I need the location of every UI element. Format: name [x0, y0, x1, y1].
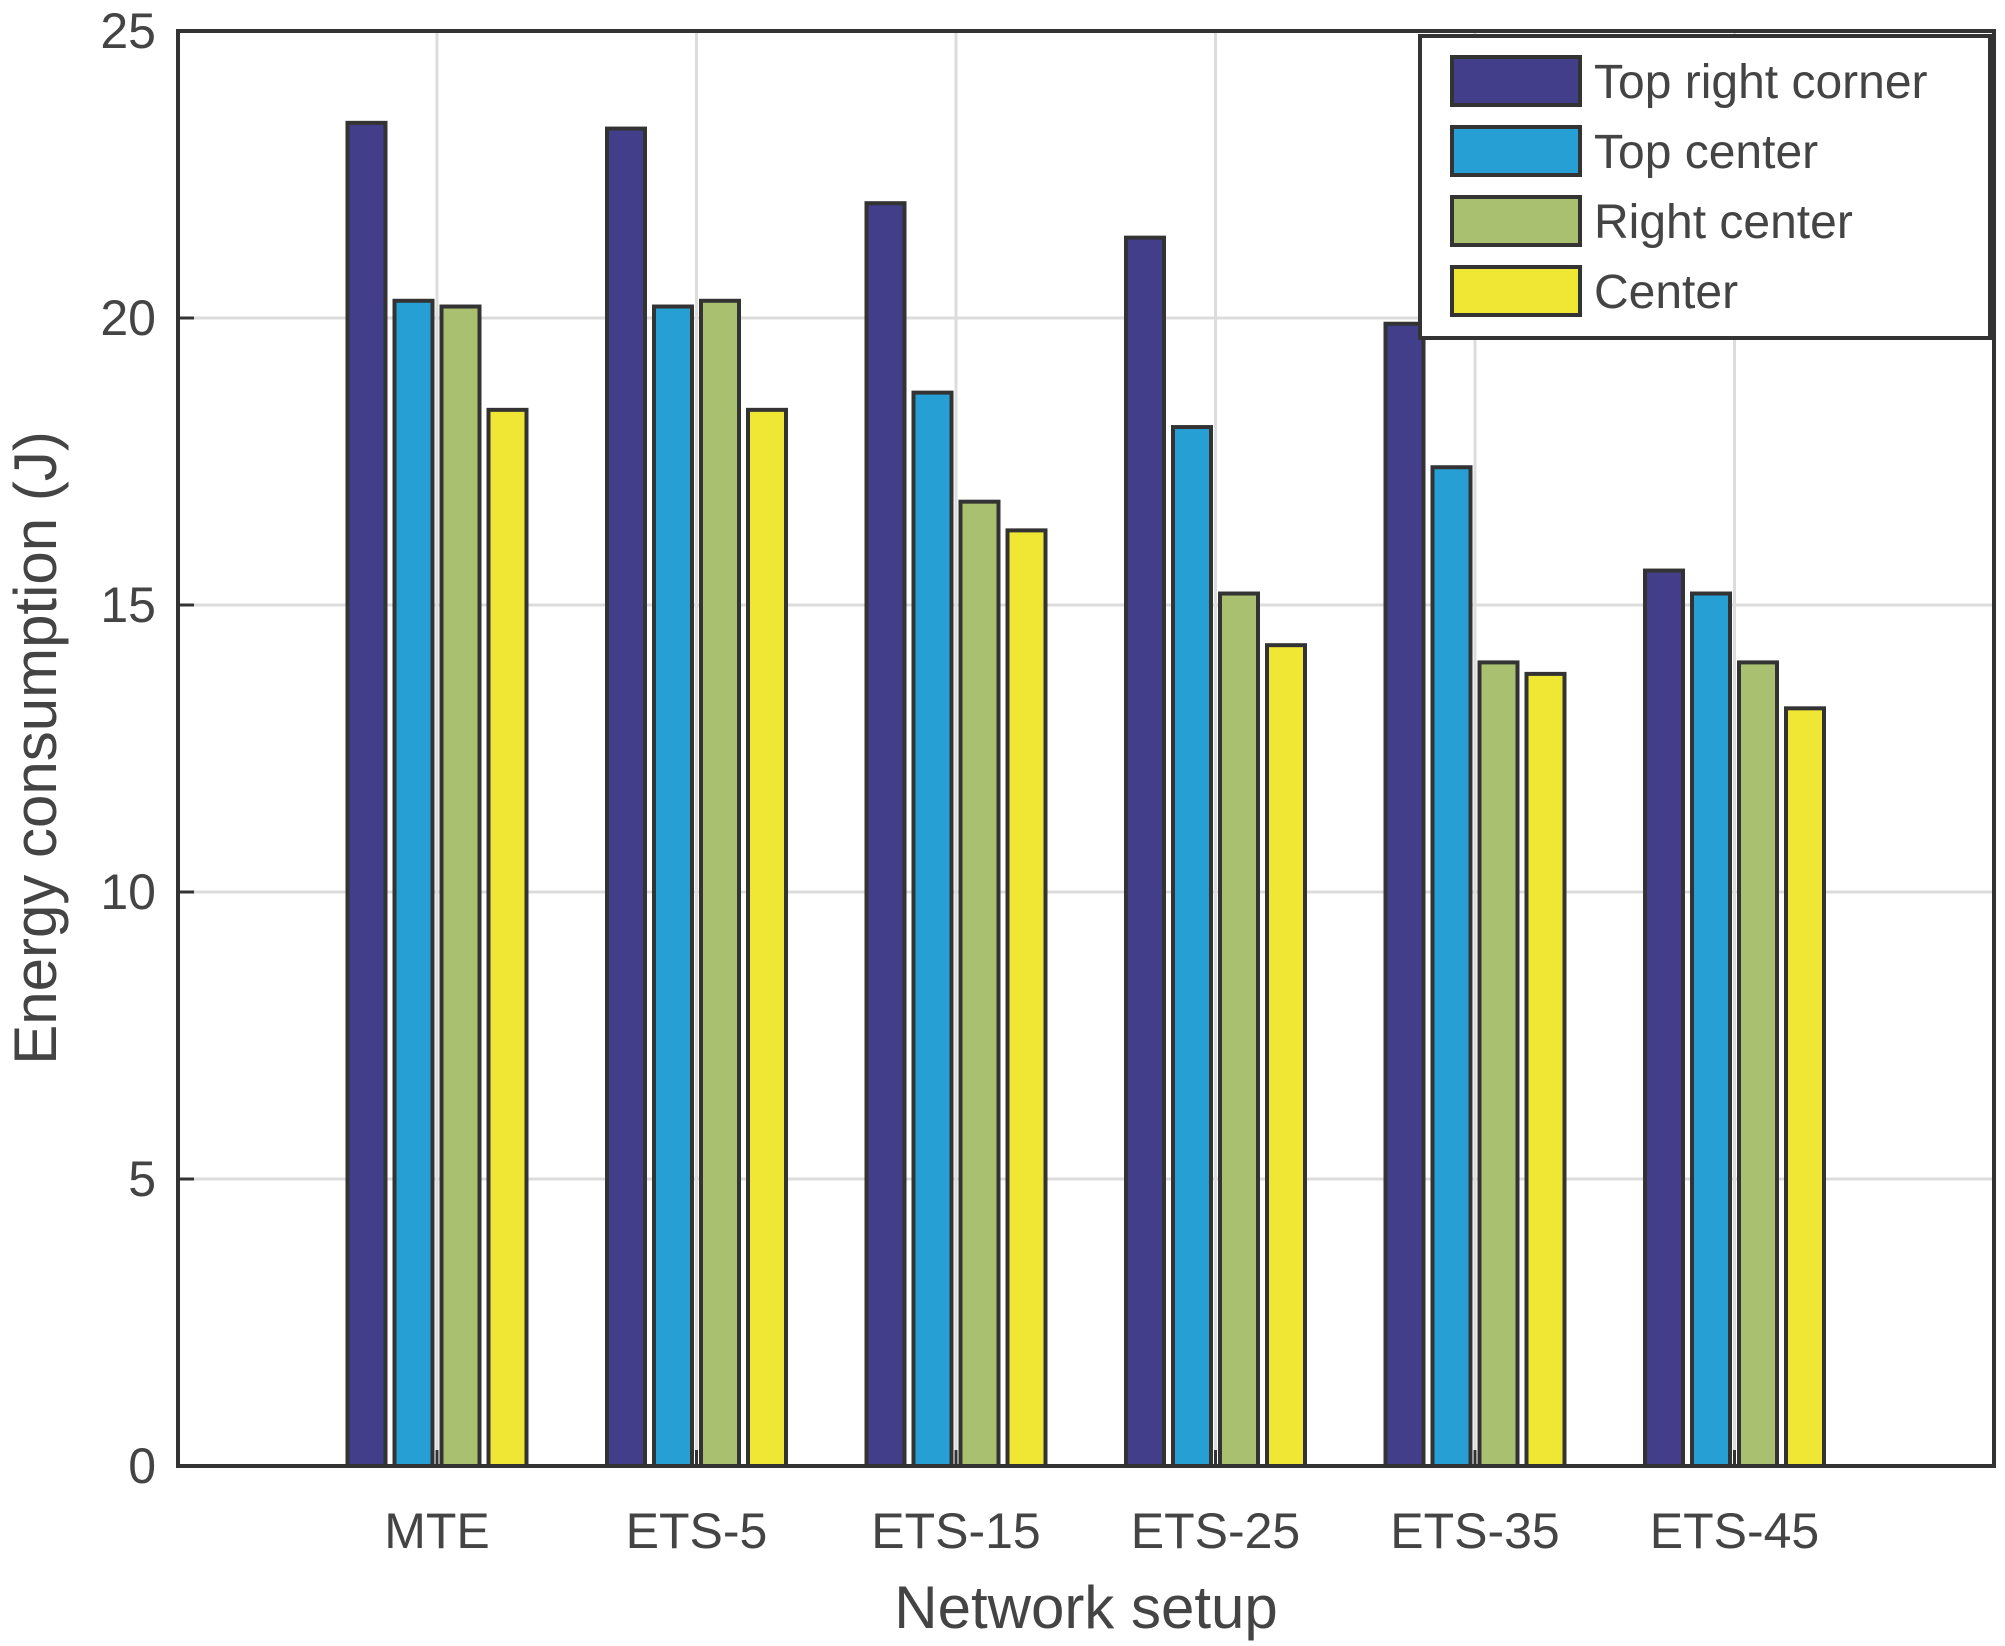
bar-top-right-corner-ets-45 [1643, 568, 1685, 1468]
x-tick-label: ETS-45 [1650, 1503, 1820, 1559]
legend-swatch [1450, 55, 1582, 107]
y-axis-title: Energy consumption (J) [2, 431, 69, 1065]
legend-label: Top right corner [1594, 56, 1928, 109]
y-tick-label: 5 [128, 1151, 156, 1207]
y-tick-label: 15 [100, 577, 156, 633]
bar-top-center-ets-5 [652, 304, 694, 1468]
legend-swatch [1450, 265, 1582, 317]
legend-label: Top center [1594, 126, 1818, 179]
x-tick-label: ETS-25 [1131, 1503, 1301, 1559]
bar-center-ets-35 [1524, 671, 1567, 1468]
bar-center-ets-15 [1005, 528, 1048, 1468]
bar-right-center-mte [439, 304, 482, 1468]
y-axis-ticks: 0 5 10 15 20 25 [100, 3, 194, 1494]
bar-center-ets-5 [746, 407, 788, 1469]
x-tick-label: ETS-15 [871, 1503, 1041, 1559]
bar-right-center-ets-45 [1737, 660, 1779, 1468]
legend-swatch [1450, 125, 1582, 177]
bar-top-right-corner-mte [345, 120, 388, 1469]
bar-top-right-corner-ets-5 [605, 126, 647, 1469]
legend-label: Center [1594, 266, 1738, 319]
plot-area-frame [176, 29, 1996, 1468]
bar-top-center-ets-45 [1690, 591, 1732, 1468]
x-axis-title: Network setup [894, 1574, 1278, 1641]
legend-label: Right center [1594, 196, 1853, 249]
x-tick-label: MTE [384, 1503, 490, 1559]
bar-top-center-ets-15 [911, 390, 954, 1468]
bar-top-right-corner-ets-35 [1383, 321, 1426, 1468]
bar-center-ets-45 [1784, 706, 1826, 1468]
bar-top-center-ets-35 [1430, 465, 1473, 1468]
bar-top-right-corner-ets-25 [1124, 235, 1166, 1468]
bar-right-center-ets-5 [699, 298, 741, 1468]
bar-center-mte [486, 407, 529, 1469]
bar-right-center-ets-25 [1218, 591, 1260, 1468]
bar-top-center-ets-25 [1171, 425, 1213, 1468]
y-tick-label: 0 [128, 1438, 156, 1494]
y-tick-label: 20 [100, 290, 156, 346]
legend: Top right corner Top center Right center Ce… [1418, 34, 1992, 340]
x-axis-ticks: MTE ETS-5 ETS-15 ETS-25 ETS-35 ETS-45 [384, 1450, 1819, 1559]
bar-center-ets-25 [1265, 643, 1307, 1468]
bar-right-center-ets-35 [1477, 660, 1520, 1468]
x-tick-label: ETS-5 [626, 1503, 768, 1559]
bar-top-center-mte [392, 298, 435, 1468]
bar-marks [345, 120, 1826, 1469]
y-tick-label: 10 [100, 864, 156, 920]
bar-top-right-corner-ets-15 [864, 201, 907, 1469]
legend-swatch [1450, 195, 1582, 247]
bar-right-center-ets-15 [958, 499, 1001, 1468]
x-tick-label: ETS-35 [1390, 1503, 1560, 1559]
y-tick-label: 25 [100, 3, 156, 59]
